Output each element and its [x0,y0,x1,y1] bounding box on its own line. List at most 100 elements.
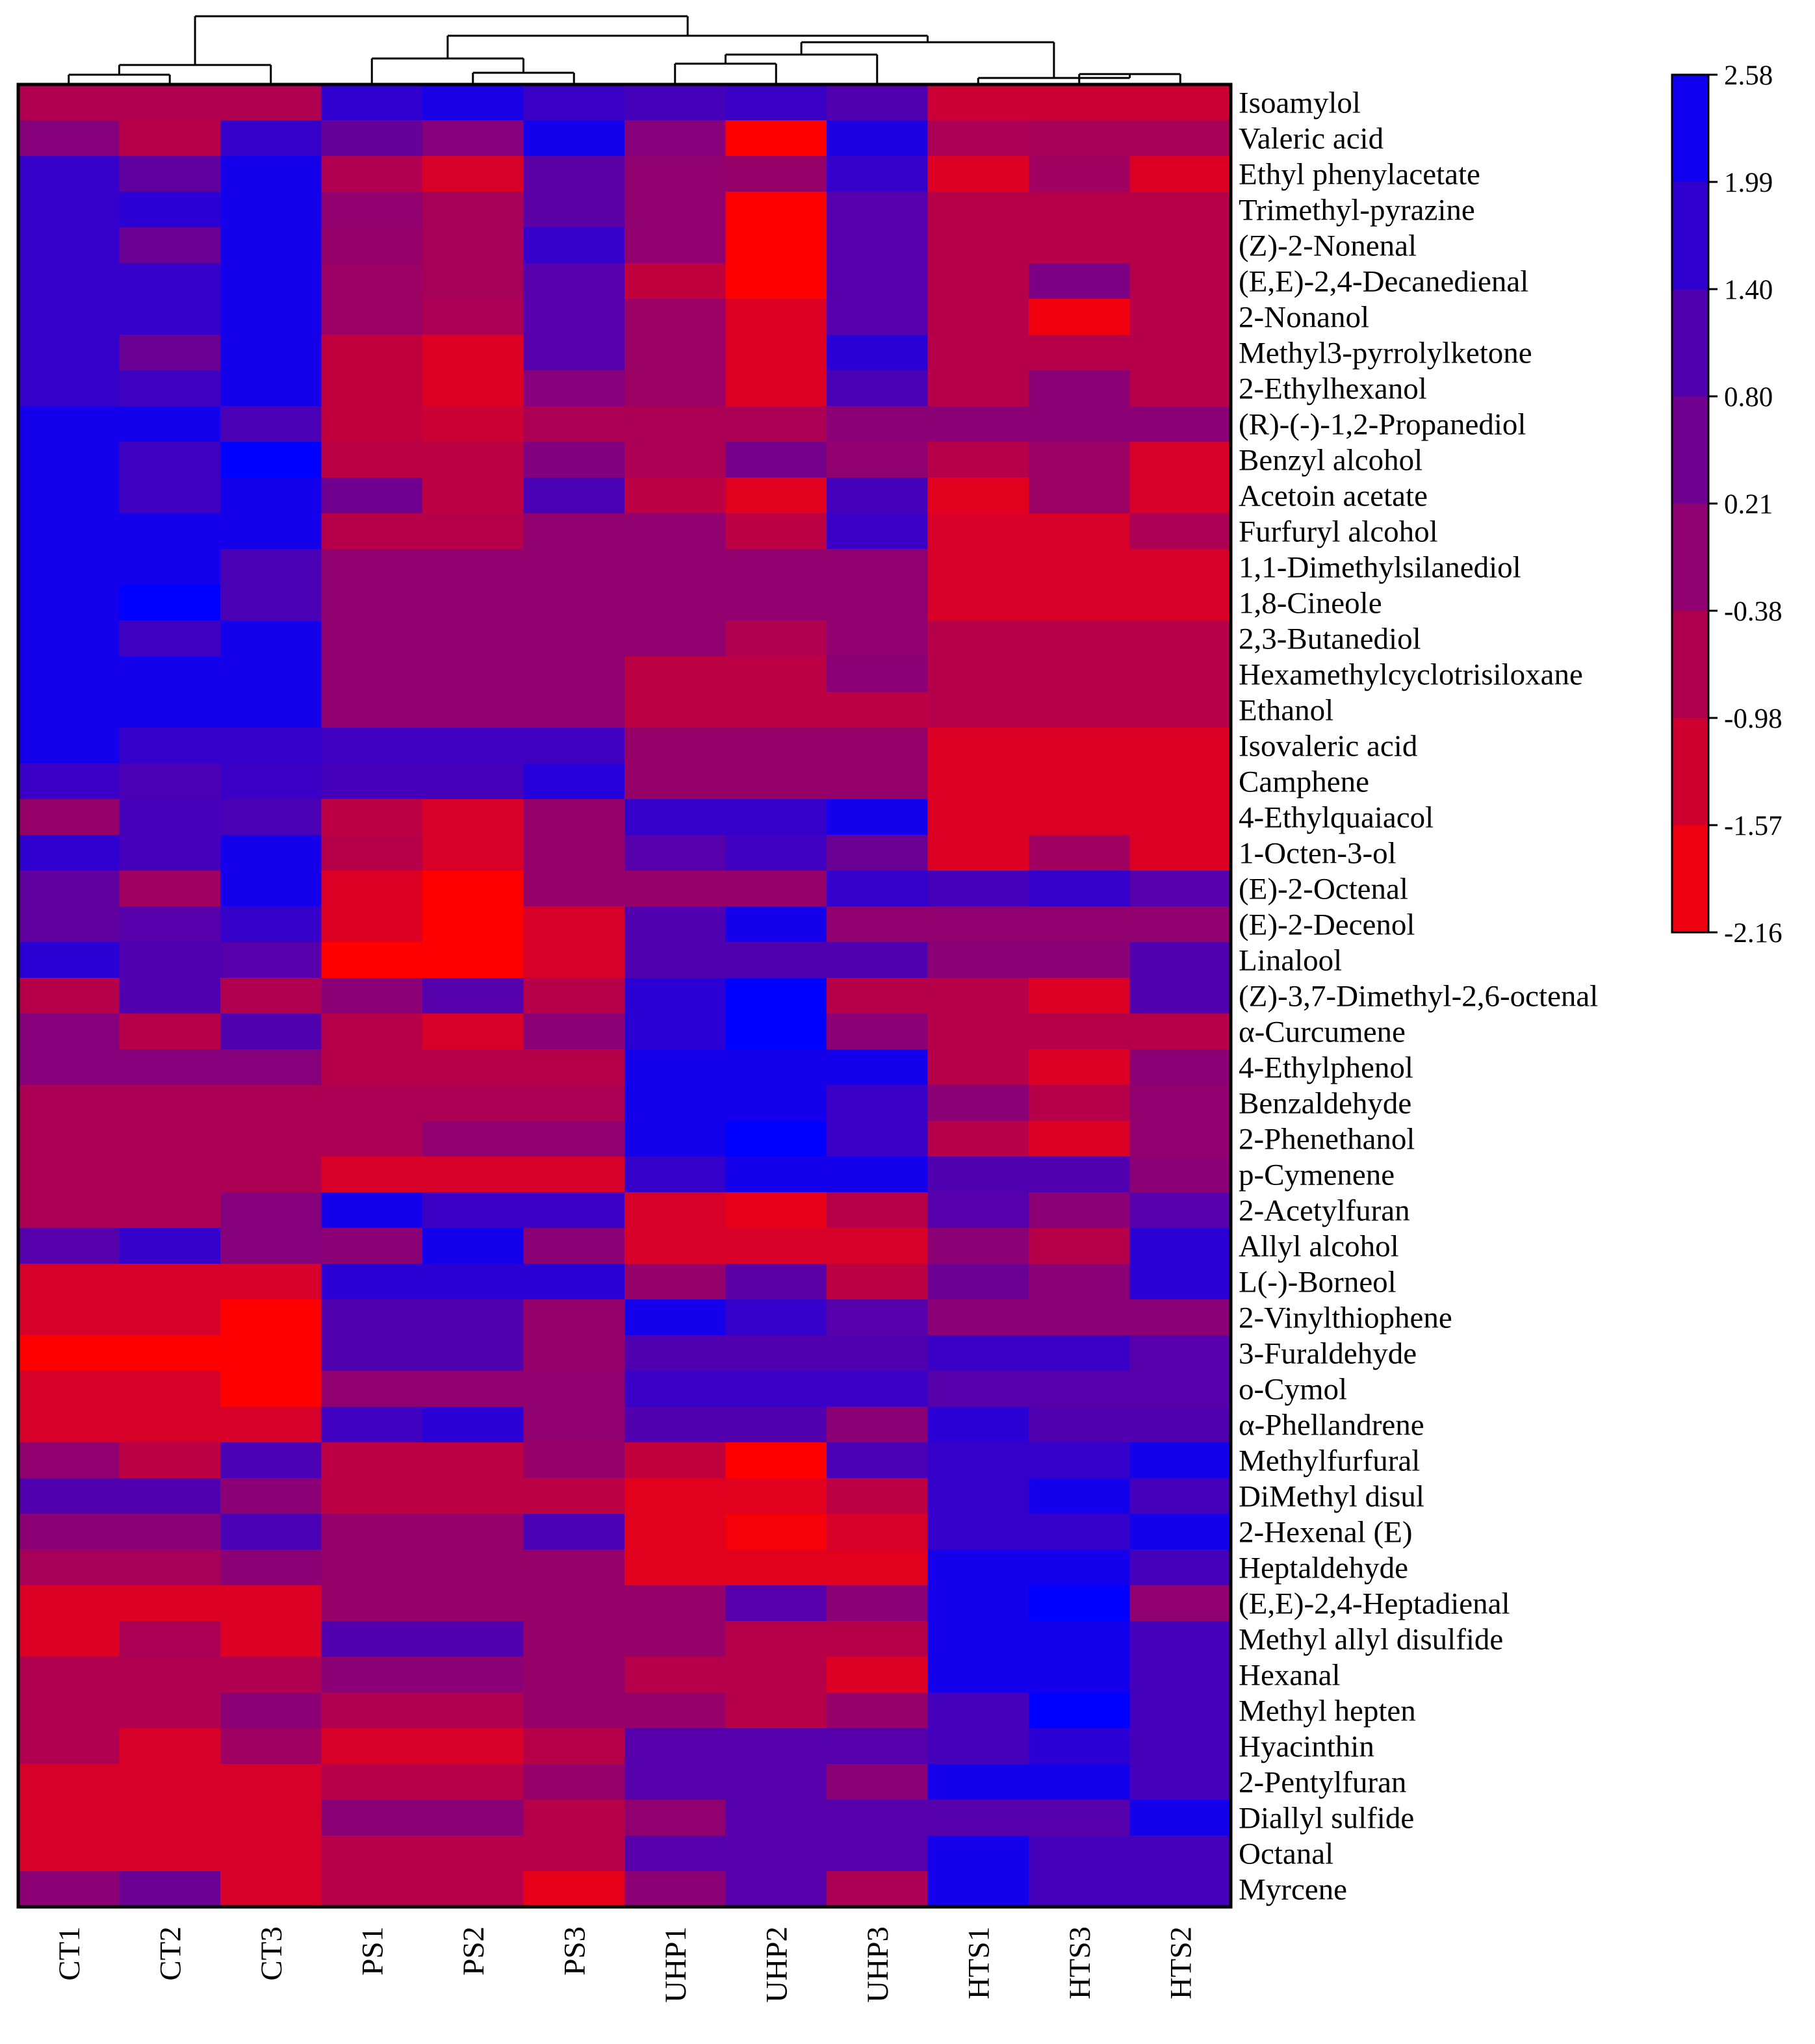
heatmap-cell [321,763,423,800]
heatmap-cell [18,263,120,300]
heatmap-cell [119,763,221,800]
heatmap-cell [422,763,524,800]
heatmap-cell [827,1085,929,1121]
heatmap-cell [119,1764,221,1800]
heatmap-cell [220,442,322,478]
heatmap-cell [523,549,625,585]
heatmap-cell [220,335,322,371]
row-label: 2-Phenethanol [1239,1123,1415,1156]
heatmap-cell [220,978,322,1014]
heatmap-cell [624,1550,727,1586]
heatmap-cell [1129,263,1231,300]
heatmap-cell [321,1156,423,1193]
heatmap-cell [523,1049,625,1086]
heatmap-cell [523,1192,625,1229]
heatmap-cell [1129,406,1231,442]
heatmap-cell [18,1299,120,1336]
heatmap-cell [1029,1049,1131,1086]
heatmap-cell [927,1407,1029,1443]
heatmap-cell [624,835,727,871]
heatmap-cell [927,1335,1029,1372]
heatmap-cell [523,335,625,371]
heatmap-cell [523,1121,625,1157]
heatmap-cell [1129,1049,1231,1086]
heatmap-cell [1129,1693,1231,1729]
heatmap-cell [1029,1514,1131,1550]
heatmap-cell [1029,1085,1131,1121]
heatmap-cell [523,263,625,300]
colorbar-segment [1672,182,1708,290]
heatmap-cell [927,227,1029,264]
colorbar-tick-label: -1.57 [1724,811,1783,841]
heatmap-cell [927,585,1029,621]
heatmap-cell [220,120,322,157]
heatmap-cell [523,1478,625,1514]
heatmap-cell [827,1728,929,1765]
row-label: Methyl hepten [1239,1694,1416,1728]
row-label: DiMethyl disul [1239,1480,1424,1514]
heatmap-cell [220,1264,322,1300]
heatmap-cell [1029,1764,1131,1800]
heatmap-cell [18,406,120,442]
heatmap-cell [927,1014,1029,1050]
heatmap-cell [523,1371,625,1407]
heatmap-cell [18,1335,120,1372]
heatmap-cell [422,1693,524,1729]
heatmap-cell [624,906,727,943]
heatmap-cell [1029,1835,1131,1872]
heatmap-cell [725,978,827,1014]
heatmap-cell [321,513,423,550]
heatmap-cell [119,692,221,728]
heatmap-cell [220,1657,322,1693]
heatmap-cell [523,585,625,621]
heatmap-cell [624,1800,727,1836]
row-label: Methylfurfural [1239,1444,1420,1478]
heatmap-cell [321,478,423,514]
heatmap-cells [18,84,1231,1908]
heatmap-cell [18,656,120,693]
heatmap-cell [422,1764,524,1800]
heatmap-cell [624,1121,727,1157]
heatmap-cell [1129,192,1231,228]
heatmap-cell [523,84,625,121]
heatmap-cell [119,1657,221,1693]
heatmap-cell [927,692,1029,728]
heatmap-cell [827,227,929,264]
heatmap-cell [624,1192,727,1229]
heatmap-cell [725,1585,827,1622]
heatmap-cell [321,1299,423,1336]
column-label: CT1 [53,1926,86,1981]
heatmap-cell [18,299,120,335]
heatmap-cell [1129,1228,1231,1264]
heatmap-cell [725,1049,827,1086]
heatmap-cell [523,1728,625,1765]
heatmap-cell [927,1764,1029,1800]
heatmap-cell [725,335,827,371]
heatmap-cell [18,1514,120,1550]
row-label: 1-Octen-3-ol [1239,837,1397,871]
row-label: o-Cymol [1239,1373,1347,1407]
heatmap-cell [927,513,1029,550]
row-label: Hexamethylcyclotrisiloxane [1239,658,1583,692]
heatmap-cell [827,1621,929,1657]
heatmap-cell [321,728,423,764]
heatmap-cell [220,1407,322,1443]
heatmap-cell [119,871,221,907]
heatmap-cell [220,84,322,121]
heatmap-cell [422,1657,524,1693]
heatmap-cell [220,585,322,621]
heatmap-cell [725,1014,827,1050]
heatmap-cell [220,1693,322,1729]
heatmap-cell [827,192,929,228]
heatmap-cell [1129,906,1231,943]
heatmap-cell [220,1550,322,1586]
heatmap-cell [119,442,221,478]
heatmap-cell [725,763,827,800]
heatmap-cell [321,120,423,157]
heatmap-cell [422,692,524,728]
heatmap-cell [119,1514,221,1550]
heatmap-cell [422,1049,524,1086]
heatmap-cell [18,585,120,621]
heatmap-cell [624,192,727,228]
